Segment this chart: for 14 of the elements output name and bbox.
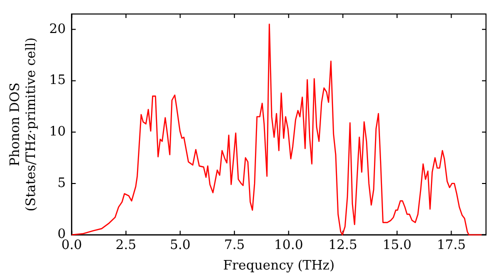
x-tick-label: 17.5: [436, 238, 466, 253]
y-axis-title: Phonon DOS (States/THz·primitive cell): [8, 37, 39, 212]
x-tick-label: 5.0: [170, 238, 191, 253]
x-tick-label: 15.0: [382, 238, 412, 253]
y-tick-label: 10: [49, 124, 66, 140]
y-tick-label: 20: [49, 22, 66, 37]
x-tick-label: 12.5: [328, 238, 358, 253]
x-tick-label: 7.5: [224, 238, 245, 253]
x-tick-label: 0.0: [61, 238, 82, 253]
x-axis-title: Frequency (THz): [223, 258, 335, 274]
y-tick-label: 15: [49, 73, 66, 88]
x-tick-label: 10.0: [274, 238, 304, 253]
x-tick-label: 2.5: [116, 238, 136, 253]
y-tick-label: 5: [57, 176, 66, 191]
